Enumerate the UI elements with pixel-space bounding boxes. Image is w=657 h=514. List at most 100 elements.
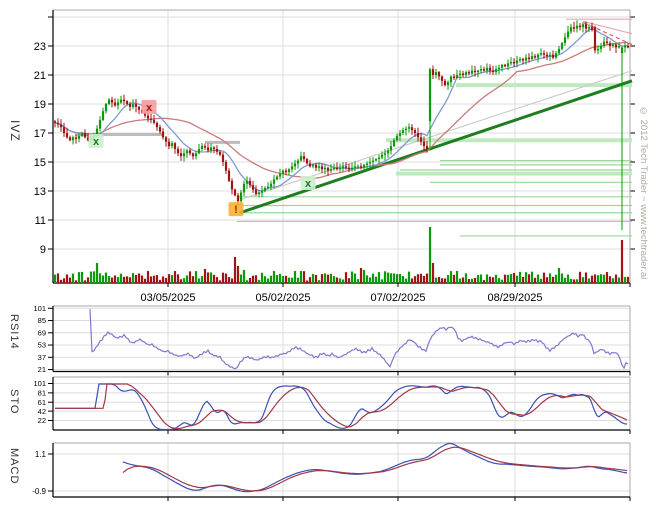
candle-body [404,128,408,131]
volume-bar [623,277,627,283]
candle-body [203,146,207,148]
candle-body [221,154,225,162]
volume-bar [107,276,111,283]
volume-bar [56,273,60,283]
candle-body [128,104,132,107]
volume-bar [197,278,201,283]
price-panel-label: IVZ [8,120,22,142]
y-tick-label: 23 [34,41,46,53]
trendline [239,70,633,201]
candle-body [266,186,270,189]
macd-plot [122,442,628,493]
candle-body [248,180,252,186]
volume-bar [302,271,306,283]
candle-body [137,106,141,110]
volume-bar [455,271,459,283]
x-signal-marker: x [300,176,316,191]
volume-bar [470,278,474,283]
candle-body [362,164,366,168]
candle-body [374,159,378,161]
y-tick-label: 37 [38,353,46,362]
volume-bar [389,273,393,283]
volume-bar [449,271,453,283]
volume-bar [611,278,615,283]
candle-body [341,166,345,168]
candle-body [386,150,390,154]
signal-marker-box [300,176,316,191]
volume-bar [554,274,558,283]
x-signal-marker: x [88,133,104,148]
volume-bar [320,274,324,283]
candle-body [212,147,216,149]
candle-body [251,185,255,190]
candle-body [572,27,576,29]
volume-bar [539,278,543,283]
volume-bar [317,280,321,283]
volume-bar [134,275,138,283]
volume-bar [524,272,528,283]
volume-bar [557,268,561,283]
volume-bar [83,280,87,283]
candle-body [320,166,324,170]
volume-bar [308,277,312,283]
candle-body [575,25,579,29]
volume-bar [542,272,546,283]
volume-bar [149,276,153,283]
volume-bar [266,278,270,283]
candle-body [620,47,624,54]
volume-bar [281,276,285,283]
candle-body [497,67,501,70]
volume-bar [140,275,144,283]
volume-bar [431,263,435,283]
candle-body [293,163,297,167]
volume-bar [575,279,579,283]
candle-body [239,192,243,202]
volume-bar [482,280,486,283]
date-axis-labels: 03/05/2025 05/02/2025 07/02/2025 08/29/2025 [140,292,542,304]
sto_k-line [55,383,628,431]
volume-bar [380,279,384,283]
volume-bar [362,270,366,283]
volume-bar [92,271,96,283]
candle-body [218,151,222,155]
rsi-plot [89,309,629,370]
y-tick-label: 69 [38,328,46,337]
candle-body [530,56,534,60]
volume-bar [536,274,540,283]
volume-bar [416,274,420,283]
candle-body [437,72,441,77]
volume-bar [485,274,489,283]
candle-body [188,150,192,154]
candle-body [71,137,75,141]
date-label: 05/02/2025 [255,292,310,304]
trendline [239,79,633,215]
alert-signal-marker: ! [228,202,244,217]
volume-bar [545,277,549,283]
candle-body [173,143,177,149]
volume-bar [371,273,375,283]
candle-body [518,59,522,61]
volume-bar [467,279,471,283]
volume-bar [125,276,129,283]
volume-bar [209,272,213,283]
candle-body [425,146,429,149]
candle-body [389,146,393,151]
candle-body [281,170,285,174]
volume-bar [617,277,621,283]
volume-bar [584,272,588,283]
volume-bar [494,274,498,283]
candle-body [287,169,291,173]
volume-bar [131,273,135,283]
candle-body [536,54,540,58]
volume-bar [143,278,147,283]
candle-body [452,76,456,78]
volume-bar [248,278,252,283]
volume-bar [146,271,150,283]
candle-body [329,169,333,171]
volume-bar [521,277,525,283]
candle-body [257,192,261,194]
volume-bar [224,273,228,283]
volume-bar [422,275,426,283]
